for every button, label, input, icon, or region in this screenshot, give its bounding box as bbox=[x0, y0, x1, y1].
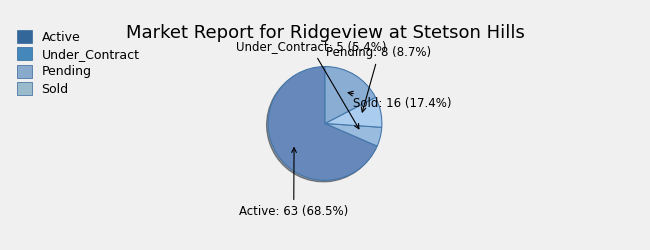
Text: Active: 63 (68.5%): Active: 63 (68.5%) bbox=[239, 148, 348, 218]
Text: Sold: 16 (17.4%): Sold: 16 (17.4%) bbox=[348, 91, 451, 110]
Wedge shape bbox=[325, 97, 382, 127]
Text: Under_Contract: 5 (5.4%): Under_Contract: 5 (5.4%) bbox=[235, 40, 386, 129]
Text: Pending: 8 (8.7%): Pending: 8 (8.7%) bbox=[326, 46, 432, 112]
Legend: Active, Under_Contract, Pending, Sold: Active, Under_Contract, Pending, Sold bbox=[13, 26, 143, 100]
Wedge shape bbox=[325, 66, 376, 124]
Wedge shape bbox=[268, 66, 377, 180]
Title: Market Report for Ridgeview at Stetson Hills: Market Report for Ridgeview at Stetson H… bbox=[125, 24, 525, 42]
Wedge shape bbox=[325, 124, 382, 146]
